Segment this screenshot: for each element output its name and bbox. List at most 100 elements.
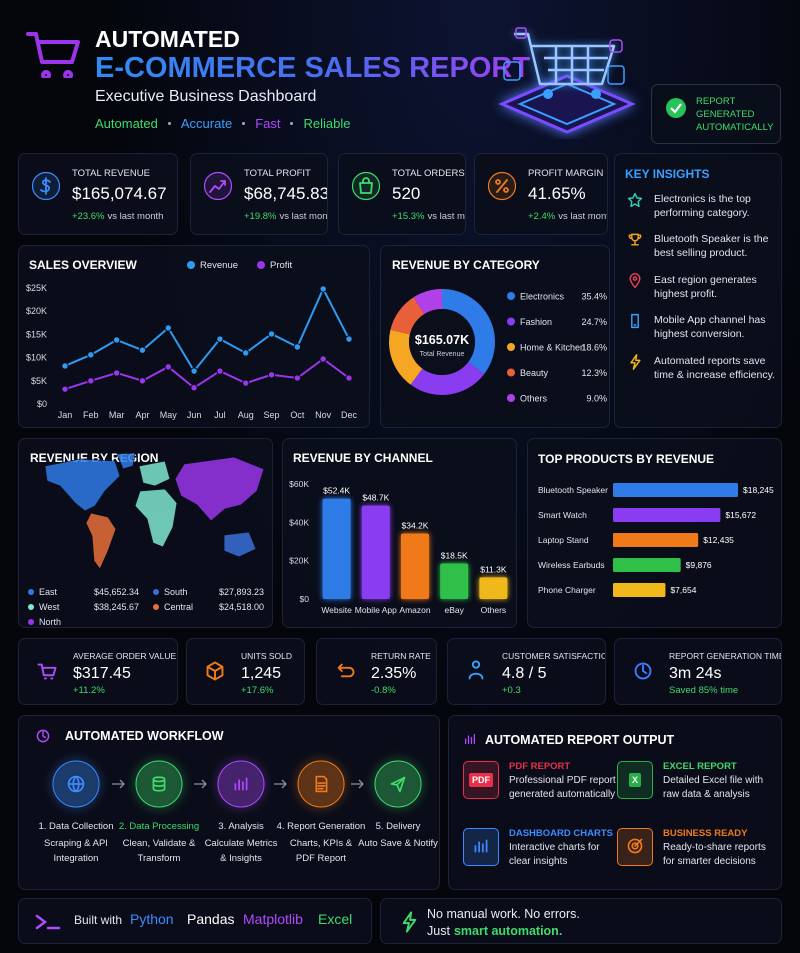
metric-label: RETURN RATE <box>371 651 431 661</box>
value-label: 24.7% <box>581 317 607 327</box>
section-title: AUTOMATED REPORT OUTPUT <box>485 733 675 747</box>
kpi-change: +2.4% <box>528 211 556 222</box>
icon-glyph <box>206 661 224 681</box>
value-label: 9.0% <box>586 394 607 404</box>
tagline-highlight: smart automation. <box>453 924 563 938</box>
footer-tools: Built with Python Pandas Matplotlib Excel <box>18 898 372 944</box>
legend-swatch <box>507 394 515 402</box>
tagline-line2: Just smart automation. <box>427 924 562 938</box>
legend-label: North <box>39 617 61 627</box>
icon-glyph <box>234 777 248 791</box>
kpi-card: TOTAL REVENUE $165,074.67 +23.6% vs last mo… <box>18 153 178 235</box>
icon-glyph <box>627 838 643 854</box>
point <box>87 377 95 385</box>
point <box>242 379 250 387</box>
icon-glyph <box>629 273 641 289</box>
donut-slice <box>389 329 423 385</box>
bar <box>322 498 351 599</box>
output-icon: X <box>617 761 653 799</box>
metric-value: 4.8 / 5 <box>502 665 547 682</box>
step-title: 4. Report Generation <box>276 821 366 832</box>
point <box>345 335 353 343</box>
series-line <box>64 286 350 373</box>
value-label: $11.3K <box>480 564 507 574</box>
y-tick-label: $25K <box>26 283 47 293</box>
map-region <box>223 531 257 558</box>
icon-glyph <box>468 660 484 680</box>
icon <box>487 171 517 201</box>
point <box>61 385 69 393</box>
chart-title: TOP PRODUCTS BY REVENUE <box>538 452 715 466</box>
legend-label: Home & Kitchen <box>520 343 585 353</box>
icon-glyph <box>464 733 476 745</box>
point <box>87 351 95 359</box>
value-label: $12,435 <box>703 535 734 545</box>
value-label: $9,876 <box>686 560 712 570</box>
metric-card: CUSTOMER SATISFACTION 4.8 / 5 +0.3 <box>447 638 606 705</box>
bar <box>440 563 469 599</box>
metric-value: $317.45 <box>73 665 131 682</box>
icon <box>627 838 643 854</box>
products-panel: TOP PRODUCTS BY REVENUE Bluetooth Speaker… <box>527 438 782 628</box>
x-tick-label: Others <box>481 605 507 615</box>
legend-swatch <box>507 292 515 300</box>
legend-swatch <box>507 368 515 377</box>
legend-label: South <box>164 587 188 597</box>
tag: Reliable <box>303 116 351 131</box>
legend-swatch <box>153 604 159 610</box>
badge-check <box>666 98 686 118</box>
badge-text: REPORT GENERATED AUTOMATICALLY <box>696 96 774 133</box>
icon-glyph <box>630 354 641 370</box>
icon-glyph <box>36 729 50 743</box>
point <box>293 374 302 382</box>
y-tick-label: $15K <box>26 329 47 339</box>
y-tick-label: $40K <box>289 517 309 527</box>
legend-swatch <box>153 589 159 595</box>
output-title: EXCEL REPORT <box>663 761 737 772</box>
kpi-value: 520 <box>392 184 421 203</box>
icon <box>630 354 641 370</box>
region-panel: REVENUE BY REGION East $45,652.34 South $27,… <box>18 438 273 628</box>
icon-glyph <box>67 775 85 793</box>
kpi-value: $68,745.83 <box>244 184 328 203</box>
icon <box>627 192 643 208</box>
legend-label: Profit <box>270 260 293 271</box>
y-tick-label: $10K <box>26 353 47 363</box>
point <box>216 335 224 343</box>
kpi-change-row: +15.3%vs last month <box>392 211 465 222</box>
kpi-card: PROFIT MARGIN 41.65% +2.4%vs last month <box>474 153 608 235</box>
cart-wheel <box>591 89 601 99</box>
x-tick-label: Nov <box>315 410 332 420</box>
legend-label: Revenue <box>200 260 238 271</box>
icon <box>631 313 639 329</box>
bar <box>613 483 738 497</box>
icon <box>474 839 488 853</box>
output-title: PDF REPORT <box>509 761 571 772</box>
metric-card: REPORT GENERATION TIME 3m 24s Saved 85% ti… <box>614 638 782 705</box>
value-label: $18.5K <box>441 551 468 561</box>
insight-text: Bluetooth Speaker is the best selling pr… <box>654 233 769 259</box>
icon-ring <box>203 171 233 201</box>
title-line1: AUTOMATED <box>95 26 240 52</box>
legend-label: Central <box>164 602 193 612</box>
channel-panel: REVENUE BY CHANNEL $0 $20K $40K $60K $52.4K We… <box>282 438 517 628</box>
icon <box>468 660 484 680</box>
value-label: $7,654 <box>670 585 696 595</box>
title-line2: E-COMMERCE SALES REPORT <box>95 52 531 84</box>
donut-slice <box>413 289 442 315</box>
insights-panel: KEY INSIGHTS Electronics is the top perfo… <box>614 153 782 428</box>
bar <box>613 558 681 572</box>
icon-glyph <box>631 313 639 329</box>
x-tick-label: Sep <box>264 410 280 420</box>
icon <box>315 775 328 793</box>
tag: Fast <box>255 116 281 131</box>
x-tick-label: May <box>160 410 178 420</box>
report-output-panel: AUTOMATED REPORT OUTPUT PDF PDF REPORT Prof… <box>448 715 782 890</box>
legend-swatch <box>507 343 515 351</box>
icon <box>464 733 476 745</box>
point <box>190 384 198 392</box>
x-tick-label: Aug <box>238 410 254 420</box>
x-tick-label: Amazon <box>399 605 430 615</box>
y-tick-label: $20K <box>26 306 47 316</box>
